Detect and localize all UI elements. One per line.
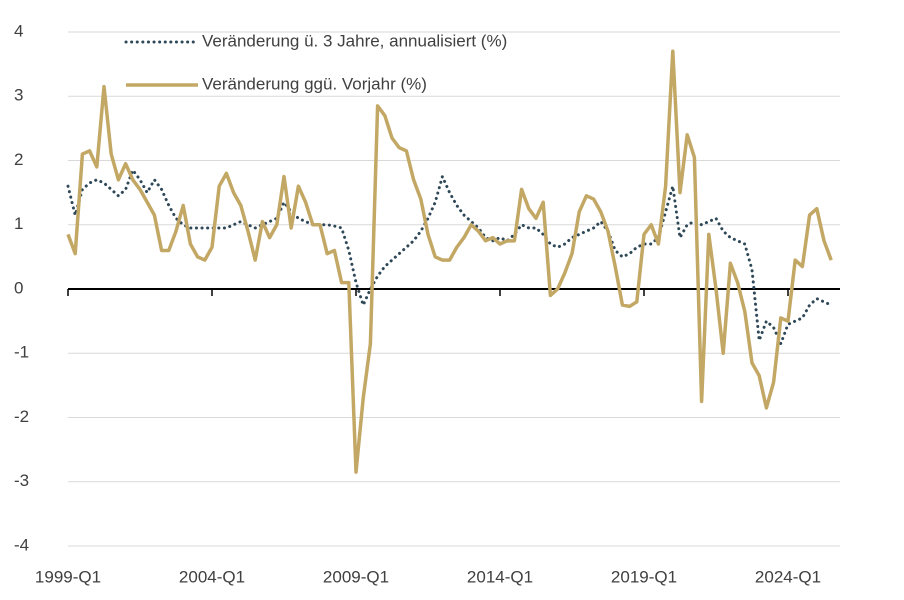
y-tick-label: 1: [14, 214, 23, 233]
series-line: [66, 49, 833, 474]
x-tick-label: 2004-Q1: [179, 567, 245, 586]
x-tick-label: 2014-Q1: [467, 567, 533, 586]
series-line: [66, 168, 833, 346]
y-tick-label: -1: [14, 343, 29, 362]
y-tick-label: -3: [14, 471, 29, 490]
x-tick-label: 2024-Q1: [755, 567, 821, 586]
x-tick-label: 1999-Q1: [35, 567, 101, 586]
y-tick-label: 0: [14, 278, 23, 297]
y-tick-label: -4: [14, 535, 29, 554]
y-tick-label: 3: [14, 86, 23, 105]
x-tick-label: 2019-Q1: [611, 567, 677, 586]
legend-label: Veränderung ü. 3 Jahre, annualisiert (%): [202, 31, 507, 50]
legend-label: Veränderung ggü. Vorjahr (%): [202, 74, 427, 93]
y-tick-label: 2: [14, 150, 23, 169]
x-tick-label: 2009-Q1: [323, 567, 389, 586]
y-tick-label: 4: [14, 21, 23, 40]
y-tick-label: -2: [14, 407, 29, 426]
